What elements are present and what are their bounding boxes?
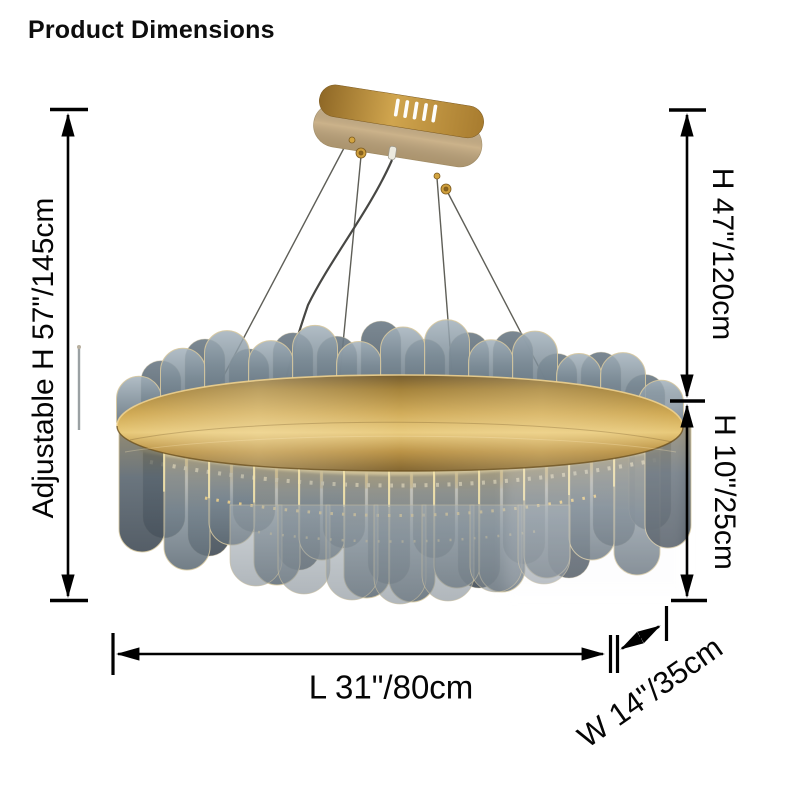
dim-length-caps [111, 633, 620, 675]
page-title: Product Dimensions [28, 16, 275, 44]
dim-adjustable-height-caps [50, 107, 88, 603]
cord-grip [387, 145, 397, 160]
dim-width-arrow [620, 625, 661, 650]
cable-fittings [348, 136, 452, 195]
vent-slits [393, 98, 438, 123]
adjustable-height-label: Adjustable H 57"/145cm [27, 197, 60, 519]
ceiling-canopy [313, 84, 484, 195]
dimension-lines [50, 107, 707, 675]
sliver-tip [77, 345, 81, 349]
length-label: L 31"/80cm [308, 668, 474, 706]
dim-right-caps [669, 108, 707, 603]
brass-band [116, 374, 684, 472]
fixture-height-label: H 10"/25cm [708, 414, 741, 570]
hanging-height-label: H 47"/120cm [706, 167, 739, 341]
